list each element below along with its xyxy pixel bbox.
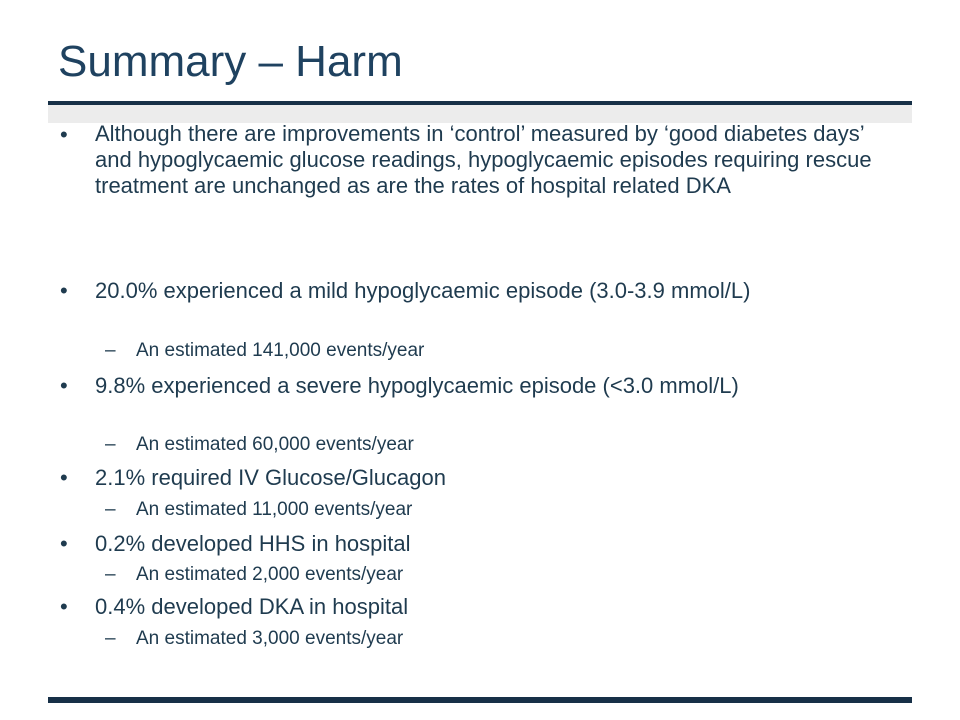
sub-bullet-text: An estimated 3,000 events/year: [136, 628, 404, 649]
bullet-text: 2.1% required IV Glucose/Glucagon: [95, 465, 446, 490]
sub-bullet-text: An estimated 2,000 events/year: [136, 564, 404, 585]
bullet-icon: •: [60, 278, 68, 303]
dash-icon: –: [105, 564, 116, 585]
sub-bullet-text: An estimated 141,000 events/year: [136, 340, 425, 361]
title-divider: [48, 101, 912, 105]
bullet-icon: •: [60, 531, 68, 556]
dash-icon: –: [105, 499, 116, 520]
slide-title: Summary – Harm: [58, 37, 403, 86]
bullet-icon: •: [60, 122, 68, 147]
dash-icon: –: [105, 340, 116, 361]
bullet-text: 0.4% developed DKA in hospital: [95, 594, 409, 619]
bullet-text: 0.2% developed HHS in hospital: [95, 531, 411, 556]
bullet-text: Although there are improvements in ‘cont…: [95, 121, 872, 198]
bullet-text: 20.0% experienced a mild hypoglycaemic e…: [95, 278, 751, 303]
bullet-icon: •: [60, 594, 68, 619]
bullet-icon: •: [60, 373, 68, 398]
footer-divider: [48, 697, 912, 703]
bullet-text: 9.8% experienced a severe hypoglycaemic …: [95, 373, 739, 398]
bullet-icon: •: [60, 465, 68, 490]
sub-bullet-text: An estimated 60,000 events/year: [136, 434, 414, 455]
dash-icon: –: [105, 434, 116, 455]
sub-bullet-text: An estimated 11,000 events/year: [136, 499, 413, 520]
dash-icon: –: [105, 628, 116, 649]
title-underline-band: [48, 103, 912, 123]
